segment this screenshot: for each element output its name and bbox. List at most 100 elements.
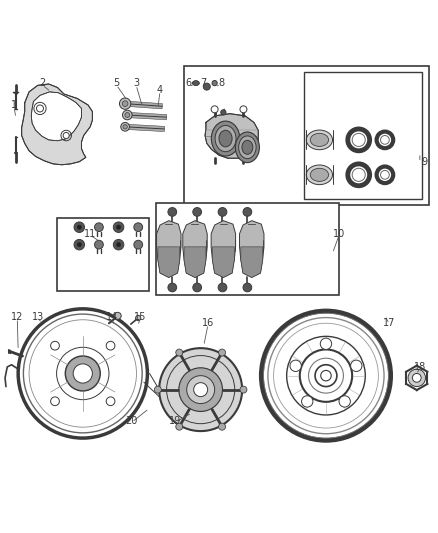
Circle shape [218, 283, 227, 292]
Circle shape [408, 369, 426, 386]
Text: 14: 14 [106, 312, 118, 322]
Text: 5: 5 [113, 78, 120, 88]
Circle shape [194, 383, 208, 397]
Circle shape [176, 423, 183, 430]
Text: 19: 19 [169, 416, 181, 426]
Text: 16: 16 [202, 318, 214, 328]
Text: 1: 1 [11, 100, 17, 110]
Bar [184, 66, 428, 205]
Circle shape [114, 312, 121, 319]
Circle shape [193, 80, 198, 86]
Circle shape [121, 123, 130, 131]
Circle shape [74, 239, 85, 250]
Polygon shape [21, 84, 92, 165]
Circle shape [219, 423, 226, 430]
Polygon shape [156, 221, 181, 277]
Text: 2: 2 [39, 78, 45, 88]
Text: 7: 7 [201, 78, 207, 88]
Text: 13: 13 [32, 312, 44, 322]
Circle shape [211, 106, 218, 113]
Circle shape [159, 348, 242, 431]
Circle shape [350, 360, 362, 372]
Text: 4: 4 [157, 85, 163, 95]
Ellipse shape [192, 81, 199, 85]
Circle shape [301, 396, 313, 407]
Text: 17: 17 [383, 318, 396, 328]
Ellipse shape [306, 130, 332, 150]
Circle shape [74, 222, 85, 232]
Circle shape [136, 316, 141, 321]
Circle shape [63, 133, 69, 139]
Circle shape [113, 222, 124, 232]
Text: 18: 18 [414, 362, 426, 372]
Circle shape [203, 83, 210, 90]
Circle shape [212, 80, 217, 86]
Circle shape [113, 239, 124, 250]
Circle shape [168, 207, 177, 216]
Polygon shape [125, 101, 162, 109]
Circle shape [240, 106, 247, 113]
Circle shape [65, 356, 100, 391]
Circle shape [339, 396, 350, 407]
Circle shape [106, 341, 115, 350]
Circle shape [51, 397, 60, 406]
Circle shape [221, 110, 226, 115]
Polygon shape [184, 247, 206, 277]
Circle shape [106, 397, 115, 406]
Ellipse shape [212, 121, 240, 156]
Polygon shape [183, 221, 207, 277]
Ellipse shape [235, 132, 259, 163]
Circle shape [117, 243, 121, 247]
Circle shape [193, 283, 201, 292]
Circle shape [154, 386, 161, 393]
Circle shape [122, 101, 128, 107]
Circle shape [51, 341, 60, 350]
Circle shape [176, 349, 183, 356]
Circle shape [413, 374, 421, 382]
Circle shape [193, 207, 201, 216]
Text: 8: 8 [218, 78, 224, 88]
Circle shape [95, 240, 103, 249]
Circle shape [168, 283, 177, 292]
Circle shape [290, 360, 301, 372]
Polygon shape [127, 112, 167, 120]
Bar [57, 219, 149, 290]
Circle shape [73, 364, 92, 383]
Ellipse shape [242, 140, 253, 154]
Circle shape [218, 207, 227, 216]
Circle shape [125, 112, 130, 117]
Circle shape [77, 243, 81, 247]
Circle shape [321, 370, 331, 381]
Circle shape [240, 386, 247, 393]
Polygon shape [211, 221, 236, 277]
Circle shape [77, 225, 81, 229]
Text: 15: 15 [134, 312, 147, 322]
Text: 9: 9 [421, 157, 427, 167]
Circle shape [320, 338, 332, 350]
Circle shape [243, 283, 252, 292]
Polygon shape [158, 247, 180, 277]
Circle shape [179, 368, 223, 411]
Text: 6: 6 [185, 78, 191, 88]
Circle shape [95, 223, 103, 231]
Circle shape [134, 223, 143, 231]
Text: 20: 20 [126, 416, 138, 426]
Circle shape [117, 225, 121, 229]
Text: 10: 10 [333, 229, 345, 239]
Polygon shape [212, 247, 234, 277]
Bar [155, 203, 339, 295]
Ellipse shape [310, 168, 328, 181]
Polygon shape [13, 92, 19, 93]
Text: 12: 12 [11, 312, 24, 322]
Circle shape [36, 105, 43, 112]
Circle shape [187, 376, 215, 403]
Ellipse shape [310, 133, 328, 147]
Circle shape [120, 98, 131, 109]
Ellipse shape [219, 130, 232, 147]
Circle shape [123, 110, 132, 120]
Ellipse shape [215, 125, 236, 152]
Ellipse shape [239, 136, 256, 159]
Polygon shape [205, 114, 258, 158]
Circle shape [243, 207, 252, 216]
Circle shape [123, 125, 127, 129]
